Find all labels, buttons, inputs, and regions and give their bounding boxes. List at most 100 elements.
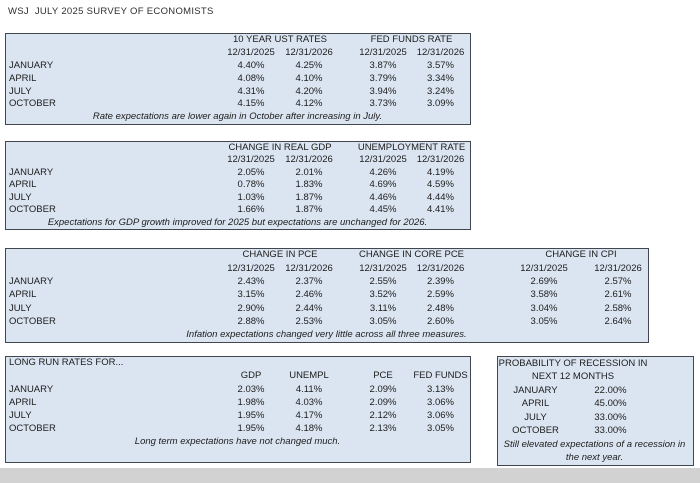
group-header-core-pce: CHANGE IN CORE PCE: [358, 249, 465, 261]
date-header: 12/31/2026: [416, 262, 465, 274]
value-cell: 1.95%: [237, 422, 265, 434]
month-label: JANUARY: [513, 384, 558, 396]
value-cell: 2.39%: [427, 275, 454, 287]
value-cell: 2.69%: [530, 275, 558, 287]
value-cell: 4.46%: [369, 191, 397, 203]
value-cell: 22.00%: [594, 384, 627, 396]
value-cell: 3.09%: [427, 98, 454, 110]
column-header-gdp: GDP: [240, 370, 262, 382]
month-label: JANUARY: [9, 275, 54, 287]
month-label: JANUARY: [9, 166, 54, 178]
month-label: APRIL: [9, 179, 37, 191]
value-cell: 1.03%: [237, 191, 265, 203]
month-label: APRIL: [521, 398, 550, 410]
value-cell: 4.59%: [427, 179, 454, 191]
value-cell: 4.11%: [295, 383, 323, 395]
date-header: 12/31/2025: [227, 47, 275, 59]
month-label: OCTOBER: [9, 422, 56, 434]
page-title: WSJ JULY 2025 SURVEY OF ECONOMISTS: [8, 6, 214, 17]
value-cell: 2.13%: [369, 422, 397, 434]
month-label: OCTOBER: [512, 425, 559, 437]
section-title-long-run: LONG RUN RATES FOR...: [9, 357, 124, 369]
month-label: APRIL: [9, 396, 37, 408]
value-cell: 2.01%: [295, 166, 323, 178]
value-cell: 4.12%: [295, 98, 323, 110]
date-header: 12/31/2025: [359, 47, 407, 59]
month-label: JULY: [9, 85, 32, 97]
value-cell: 45.00%: [594, 398, 627, 410]
value-cell: 4.15%: [237, 98, 265, 110]
month-label: OCTOBER: [9, 98, 56, 110]
value-cell: 2.57%: [604, 275, 632, 287]
value-cell: 3.13%: [427, 383, 454, 395]
value-cell: 4.18%: [295, 422, 323, 434]
value-cell: 1.87%: [295, 191, 323, 203]
month-label: JULY: [524, 411, 547, 423]
value-cell: 2.46%: [295, 289, 323, 301]
date-header: 12/31/2026: [416, 47, 465, 59]
value-cell: 3.06%: [427, 409, 454, 421]
value-cell: 2.64%: [604, 315, 632, 327]
value-cell: 4.41%: [427, 204, 454, 216]
date-header: 12/31/2026: [285, 154, 333, 166]
month-label: JANUARY: [9, 59, 54, 71]
value-cell: 2.53%: [295, 315, 323, 327]
value-cell: 4.20%: [295, 85, 323, 97]
value-cell: 3.94%: [369, 85, 397, 97]
value-cell: 1.66%: [237, 204, 265, 216]
value-cell: 1.83%: [295, 179, 323, 191]
value-cell: 2.60%: [427, 315, 454, 327]
table-note: Infation expectations changed very littl…: [186, 329, 467, 341]
group-header-pce: CHANGE IN PCE: [242, 249, 318, 261]
group-header-real-gdp: CHANGE IN REAL GDP: [228, 141, 332, 153]
date-header: 12/31/2025: [227, 154, 275, 166]
value-cell: 2.55%: [369, 275, 397, 287]
long-run-rates-table: LONG RUN RATES FOR... GDP UNEMPL PCE FED…: [5, 356, 471, 463]
group-header-unemployment: UNEMPLOYMENT RATE: [357, 141, 466, 153]
value-cell: 1.98%: [237, 396, 265, 408]
value-cell: 3.15%: [237, 289, 265, 301]
table-note: Still elevated expectations of a recessi…: [503, 438, 686, 463]
value-cell: 4.40%: [237, 59, 265, 71]
date-header: 12/31/2026: [416, 154, 465, 166]
value-cell: 4.69%: [369, 179, 397, 191]
date-header: 12/31/2025: [520, 262, 568, 274]
month-label: APRIL: [9, 72, 37, 84]
month-label: OCTOBER: [9, 204, 56, 216]
value-cell: 4.03%: [295, 396, 323, 408]
value-cell: 4.44%: [427, 191, 454, 203]
column-header-pce: PCE: [373, 370, 393, 382]
value-cell: 3.11%: [369, 302, 397, 314]
value-cell: 4.26%: [369, 166, 397, 178]
date-header: 12/31/2026: [285, 262, 333, 274]
gdp-unemployment-table: CHANGE IN REAL GDP UNEMPLOYMENT RATE 12/…: [5, 141, 471, 230]
bottom-gray-strip: [0, 468, 700, 483]
value-cell: 2.48%: [427, 302, 454, 314]
value-cell: 2.59%: [427, 289, 454, 301]
value-cell: 4.31%: [237, 85, 265, 97]
value-cell: 2.37%: [295, 275, 323, 287]
value-cell: 3.04%: [530, 302, 558, 314]
value-cell: 2.58%: [604, 302, 632, 314]
value-cell: 1.95%: [237, 409, 265, 421]
group-header-fed-funds: FED FUNDS RATE: [370, 34, 453, 46]
inflation-table: CHANGE IN PCE CHANGE IN CORE PCE CHANGE …: [5, 248, 649, 343]
value-cell: 2.90%: [237, 302, 265, 314]
recession-probability-table: PROBABILITY OF RECESSION IN NEXT 12 MONT…: [497, 356, 694, 466]
date-header: 12/31/2025: [359, 154, 407, 166]
table-note: Long term expectations have not changed …: [134, 436, 341, 448]
group-header-cpi: CHANGE IN CPI: [545, 249, 617, 261]
value-cell: 3.73%: [369, 98, 397, 110]
month-label: JULY: [9, 409, 32, 421]
value-cell: 3.58%: [530, 289, 558, 301]
value-cell: 2.44%: [295, 302, 323, 314]
group-header-ust: 10 YEAR UST RATES: [233, 34, 327, 46]
value-cell: 4.17%: [295, 409, 323, 421]
month-label: OCTOBER: [9, 315, 56, 327]
value-cell: 3.06%: [427, 396, 454, 408]
value-cell: 3.57%: [427, 59, 454, 71]
value-cell: 33.00%: [594, 411, 627, 423]
value-cell: 4.25%: [295, 59, 323, 71]
month-label: JANUARY: [9, 383, 54, 395]
